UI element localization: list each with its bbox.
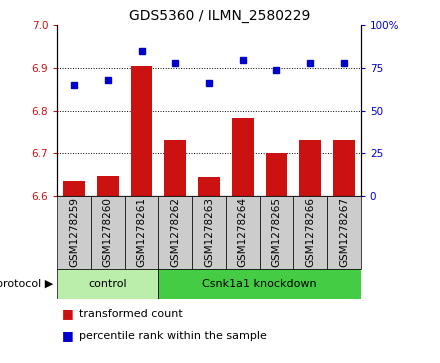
Text: GSM1278262: GSM1278262 xyxy=(170,197,180,267)
Text: ■: ■ xyxy=(62,329,73,342)
Text: Csnk1a1 knockdown: Csnk1a1 knockdown xyxy=(202,279,317,289)
Text: GSM1278261: GSM1278261 xyxy=(136,197,147,267)
Text: GSM1278267: GSM1278267 xyxy=(339,197,349,267)
Text: percentile rank within the sample: percentile rank within the sample xyxy=(79,331,267,341)
Bar xyxy=(299,140,321,196)
Text: control: control xyxy=(88,279,127,289)
Bar xyxy=(57,269,158,299)
Bar xyxy=(164,140,186,196)
Bar xyxy=(226,196,260,269)
Text: GSM1278260: GSM1278260 xyxy=(103,197,113,267)
Bar xyxy=(131,66,153,196)
Bar xyxy=(293,196,327,269)
Bar xyxy=(91,196,125,269)
Bar xyxy=(125,196,158,269)
Text: GSM1278263: GSM1278263 xyxy=(204,197,214,267)
Bar xyxy=(232,118,254,196)
Text: transformed count: transformed count xyxy=(79,309,183,319)
Bar xyxy=(97,176,119,196)
Text: protocol ▶: protocol ▶ xyxy=(0,279,53,289)
Text: GSM1278266: GSM1278266 xyxy=(305,197,315,267)
Bar xyxy=(198,177,220,196)
Bar xyxy=(333,140,355,196)
Text: GSM1278264: GSM1278264 xyxy=(238,197,248,267)
Bar xyxy=(158,196,192,269)
Text: GSM1278259: GSM1278259 xyxy=(69,197,79,267)
Bar xyxy=(192,196,226,269)
Bar xyxy=(327,196,361,269)
Text: GSM1278265: GSM1278265 xyxy=(271,197,282,267)
Text: ■: ■ xyxy=(62,307,73,321)
Bar xyxy=(57,196,91,269)
Bar xyxy=(158,269,361,299)
Text: GDS5360 / ILMN_2580229: GDS5360 / ILMN_2580229 xyxy=(129,9,311,23)
Bar xyxy=(260,196,293,269)
Bar xyxy=(63,181,85,196)
Bar xyxy=(265,152,287,196)
